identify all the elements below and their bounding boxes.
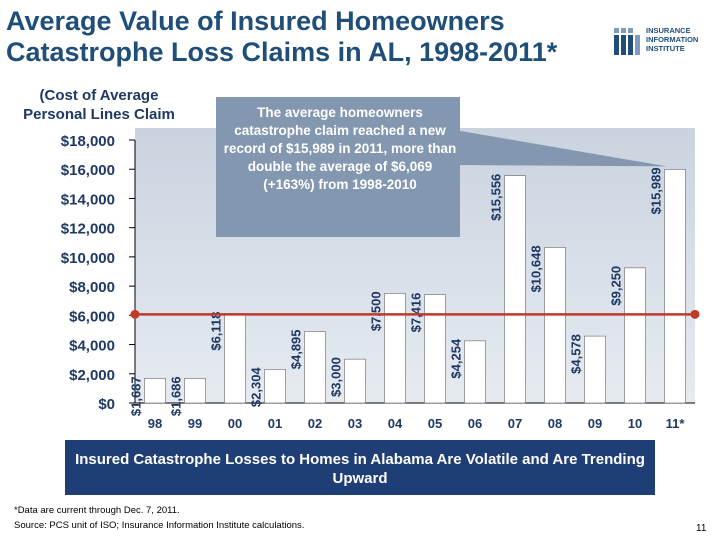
x-category-label: 03 — [348, 416, 362, 431]
page-number: 11 — [696, 523, 707, 534]
slide-title: Average Value of Insured Homeowners Cata… — [6, 6, 606, 68]
callout-pointer — [455, 130, 667, 167]
x-category-label: 09 — [588, 416, 602, 431]
bar — [144, 378, 166, 404]
bar-value-label: $1,686 — [169, 376, 184, 416]
subtitle-line-1: (Cost of Average — [39, 87, 159, 104]
bar — [464, 340, 486, 404]
bar-value-label: $6,118 — [209, 312, 224, 351]
bar — [504, 175, 526, 404]
x-category-label: 01 — [268, 416, 282, 431]
y-tick-label: $2,000 — [69, 367, 115, 384]
x-category-label: 11* — [666, 416, 686, 431]
x-category-label: 06 — [468, 416, 482, 431]
bar — [344, 358, 366, 404]
x-category-label: 00 — [228, 416, 242, 431]
bar — [624, 267, 646, 404]
x-category-label: 02 — [308, 416, 322, 431]
bar-value-label: $3,000 — [329, 357, 344, 397]
y-tick-label: $10,000 — [61, 250, 115, 267]
iii-logo-icon — [614, 28, 640, 55]
x-category-label: 98 — [148, 416, 162, 431]
callout-text: The average homeowners catastrophe claim… — [223, 105, 457, 192]
bar — [224, 313, 246, 404]
callout-box — [216, 97, 460, 237]
bar — [544, 247, 566, 404]
y-tick-label: $6,000 — [69, 308, 115, 325]
bar-value-label: $4,895 — [289, 329, 304, 369]
bar — [304, 331, 326, 404]
bar-value-label: $9,250 — [609, 266, 624, 306]
bar — [424, 294, 446, 404]
y-tick-label: $18,000 — [61, 133, 115, 150]
y-tick-label: $8,000 — [69, 279, 115, 296]
conclusion-banner — [65, 440, 655, 495]
logo-text: INSURANCE INFORMATION INSTITUTE — [646, 26, 698, 53]
average-line-end-marker — [690, 309, 700, 319]
x-category-label: 08 — [548, 416, 562, 431]
title-line-1: Average Value of Insured Homeowners — [6, 6, 505, 36]
bar-value-label: $15,556 — [489, 174, 504, 221]
y-tick-label: $16,000 — [61, 162, 115, 179]
bar-value-label: $15,989 — [649, 167, 664, 214]
x-category-label: 05 — [428, 416, 442, 431]
footnote-line-1: *Data are current through Dec. 7, 2011. — [14, 505, 180, 516]
chart-subtitle: (Cost of Average Personal Lines Claim — [14, 86, 184, 124]
bar-value-label: $1,687 — [129, 376, 144, 416]
bar-value-label: $2,304 — [249, 367, 264, 408]
y-tick-label: $4,000 — [69, 338, 115, 355]
y-tick-label: $12,000 — [61, 221, 115, 238]
bar — [264, 369, 286, 404]
bar — [384, 293, 406, 404]
x-category-label: 99 — [188, 416, 202, 431]
bar-value-label: $7,500 — [369, 291, 384, 331]
x-category-label: 10 — [628, 416, 642, 431]
logo-line-1: INSURANCE — [646, 26, 691, 35]
y-tick-label: $0 — [98, 396, 115, 413]
title-line-2: Catastrophe Loss Claims in AL, 1998-2011… — [6, 37, 558, 67]
conclusion-banner-text: Insured Catastrophe Losses to Homes in A… — [75, 451, 645, 487]
logo-line-3: INSTITUTE — [646, 44, 685, 53]
x-category-label: 07 — [508, 416, 522, 431]
subtitle-line-2: Personal Lines Claim — [23, 106, 175, 123]
x-category-label: 04 — [388, 416, 403, 431]
logo-line-2: INFORMATION — [646, 35, 699, 44]
bar-value-label: $7,416 — [409, 293, 424, 333]
bar — [184, 378, 206, 404]
footnote-source: Source: PCS unit of ISO; Insurance Infor… — [14, 520, 305, 531]
bar — [664, 169, 686, 404]
bar-value-label: $4,254 — [449, 338, 464, 379]
average-line-start-marker — [130, 309, 140, 319]
bar-value-label: $10,648 — [529, 245, 544, 292]
bar — [584, 335, 606, 404]
footnote: *Data are current through Dec. 7, 2011. … — [14, 503, 304, 533]
y-tick-label: $14,000 — [61, 191, 115, 208]
bar-value-label: $4,578 — [569, 334, 584, 374]
